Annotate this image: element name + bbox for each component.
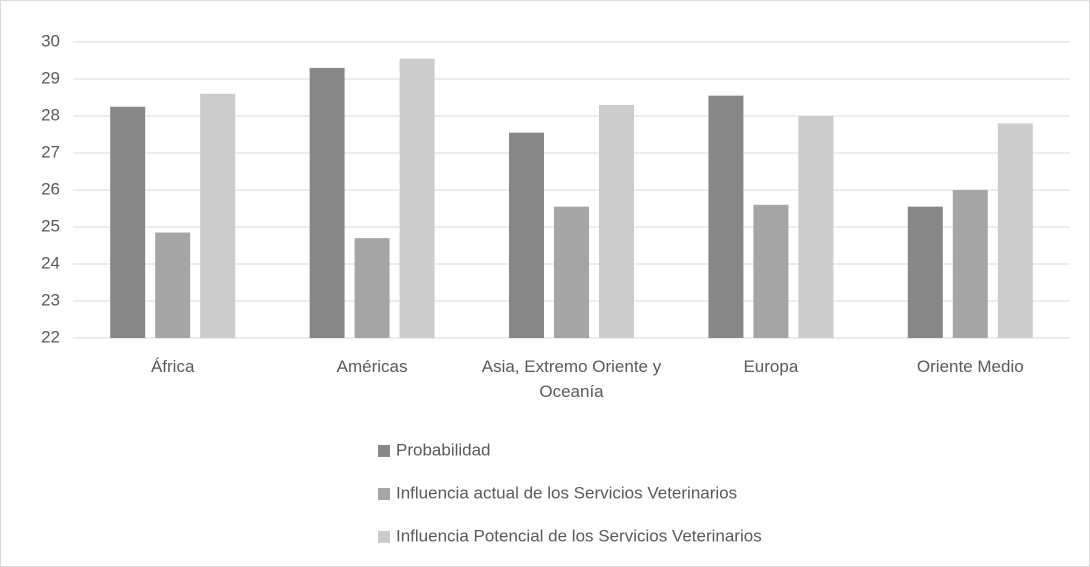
legend-swatch	[378, 488, 390, 500]
bar	[354, 238, 390, 338]
legend-label: Influencia Potencial de los Servicios Ve…	[396, 526, 762, 545]
x-tick-label: Oriente Medio	[916, 357, 1024, 376]
y-tick-label: 22	[41, 327, 60, 346]
bar	[798, 116, 834, 338]
y-tick-label: 30	[41, 31, 60, 50]
legend-label: Influencia actual de los Servicios Veter…	[396, 483, 737, 502]
x-tick-label: África	[150, 357, 195, 376]
legend-swatch	[378, 531, 390, 543]
bar	[997, 123, 1033, 339]
bar	[554, 206, 589, 338]
y-tick-label: 26	[41, 179, 60, 198]
y-tick-label: 27	[41, 142, 60, 161]
bar	[599, 104, 634, 339]
legend-label: Probabilidad	[396, 440, 491, 459]
bar	[110, 106, 146, 338]
bar	[907, 206, 943, 338]
x-tick-label: Europa	[743, 357, 799, 376]
bar	[309, 67, 345, 339]
bar	[155, 232, 191, 338]
y-tick-label: 24	[41, 253, 60, 272]
bar	[753, 204, 789, 338]
bar	[952, 190, 988, 338]
legend-swatch	[378, 445, 390, 457]
y-tick-label: 23	[41, 290, 60, 309]
bar	[200, 93, 236, 338]
bar	[708, 95, 744, 339]
bar	[399, 58, 435, 339]
y-tick-label: 29	[41, 68, 60, 87]
y-tick-label: 28	[41, 105, 60, 124]
x-tick-label: Asia, Extremo Oriente y Oceanía	[481, 357, 662, 401]
bar	[509, 132, 544, 338]
x-tick-label: Américas	[336, 357, 408, 376]
y-tick-label: 25	[41, 216, 60, 235]
